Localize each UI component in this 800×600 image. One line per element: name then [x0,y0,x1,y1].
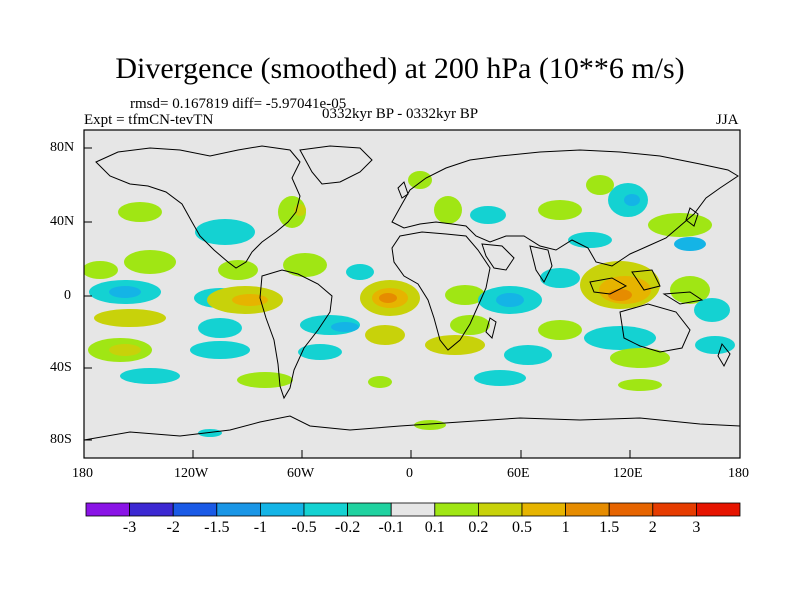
coastlines [84,145,740,441]
colorbar-label: -2 [166,519,180,536]
lat-label-80n: 80N [50,140,75,155]
stats-label: rmsd= 0.167819 diff= -5.97041e-05 [130,96,347,112]
colorbar-label: 1 [561,519,570,536]
colorbar-label: -1 [253,519,268,536]
colorbar-swatch [696,502,741,517]
colorbar-swatch [347,502,392,517]
season-label: JJA [716,112,739,128]
period-label: 0332kyr BP - 0332kyr BP [322,106,479,122]
colorbar-swatch [652,502,697,517]
lon-label-180e: 180 [728,466,749,481]
colorbar-swatch [172,502,218,517]
lat-label-40n: 40N [50,214,75,229]
lat-label-80s: 80S [50,432,72,447]
colorbar-swatch [390,502,436,517]
colorbar-swatch [259,502,305,517]
colorbar-label: -0.1 [378,519,404,536]
colorbar-label: 1.5 [599,519,620,536]
colorbar-label: 0.2 [468,519,489,536]
colorbar-swatch [521,502,566,517]
colorbar-swatch [434,502,479,517]
lat-label-0: 0 [64,288,71,303]
colorbar-label: 0.1 [424,519,445,536]
map-frame [83,129,741,459]
lon-label-120w: 120W [174,466,209,481]
colorbar-label: -3 [122,519,137,536]
colorbar-swatch [129,502,174,517]
lat-label-40s: 40S [50,360,72,375]
divergence-field [84,171,735,437]
colorbar [85,502,741,517]
colorbar-label: 0.5 [512,519,532,536]
colorbar-swatch [85,502,130,517]
colorbar-label: -1.5 [204,519,230,536]
lon-label-60e: 60E [507,466,530,481]
colorbar-label: -0.2 [334,519,361,536]
lon-label-60w: 60W [287,466,315,481]
lon-label-180w: 180 [72,466,93,481]
lon-label-0: 0 [406,466,413,481]
colorbar-label: -0.5 [291,519,317,536]
colorbar-swatch [216,502,261,517]
map-title: Divergence (smoothed) at 200 hPa (10**6 … [115,52,685,85]
colorbar-swatch [303,502,348,517]
lon-label-120e: 120E [613,466,643,481]
colorbar-swatch [565,502,610,517]
colorbar-label: 2 [648,519,657,536]
colorbar-swatch [477,502,523,517]
axis-ticks [83,147,741,458]
colorbar-swatch [608,502,654,517]
colorbar-label: 3 [692,519,701,536]
experiment-label: Expt = tfmCN-tevTN [84,112,214,128]
